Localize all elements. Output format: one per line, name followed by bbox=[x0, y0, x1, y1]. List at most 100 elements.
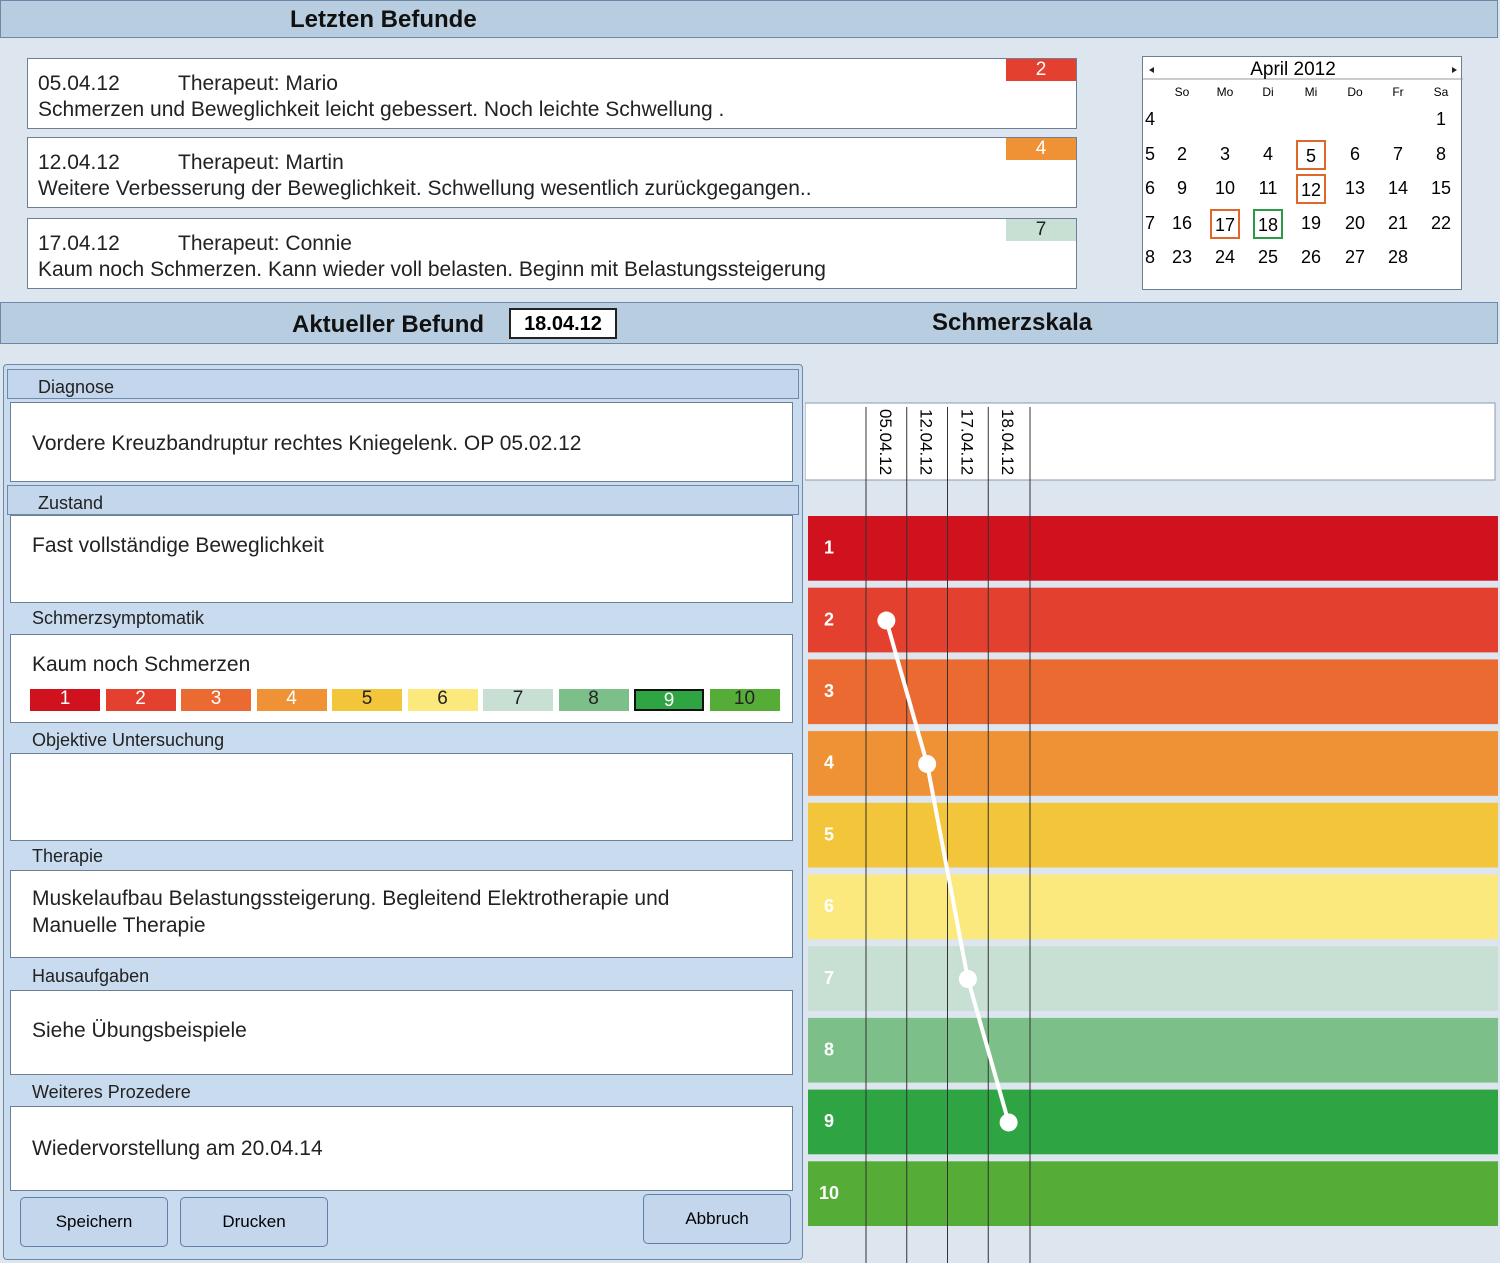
befund-date: 12.04.12 bbox=[38, 151, 120, 174]
pain-level[interactable]: 9 bbox=[634, 689, 704, 711]
pain-level[interactable]: 2 bbox=[105, 689, 176, 711]
section-box: Kaum noch Schmerzen 1 2 3 4 5 6 7 8 9 10 bbox=[10, 634, 793, 723]
befund-therapist: Therapeut: Martin bbox=[178, 151, 344, 174]
calendar-day[interactable]: 6 bbox=[1349, 143, 1360, 164]
befund-text: Schmerzen und Beweglichkeit leicht gebes… bbox=[38, 98, 725, 121]
calendar-day[interactable]: 4 bbox=[1262, 143, 1273, 164]
calendar-day[interactable]: 13 bbox=[1344, 178, 1366, 198]
calendar-arrows bbox=[1143, 67, 1463, 80]
section-box: Wiedervorstellung am 20.04.14 bbox=[10, 1106, 793, 1191]
section-label: Weiteres Prozedere bbox=[32, 1082, 191, 1102]
calendar: April 2012 So Mo Di Mi Do Fr Sa 4 1 5 2 3 4 5 6 7 8 6 9 10 11… bbox=[1142, 56, 1463, 290]
pain-level[interactable]: 3 bbox=[181, 689, 251, 711]
section-text: Fast vollständige Beweglichkeit bbox=[32, 534, 324, 557]
button[interactable]: Speichern bbox=[20, 1197, 168, 1247]
x-tick-label: 17.04.12 bbox=[957, 409, 976, 475]
calendar-title: April 2012 bbox=[1250, 59, 1336, 80]
calendar-day[interactable]: 18 bbox=[1253, 208, 1283, 239]
x-tick-label: 05.04.12 bbox=[876, 409, 895, 475]
current-date: 18.04.12 bbox=[509, 308, 617, 339]
calendar-day[interactable]: 5 bbox=[1296, 139, 1326, 170]
befund-score: 2 bbox=[1006, 59, 1076, 81]
calendar-day[interactable]: 28 bbox=[1387, 247, 1409, 267]
weekday: So bbox=[1174, 85, 1190, 99]
section-text: Muskelaufbau Belastungssteigerung. Begle… bbox=[32, 887, 670, 937]
pain-level[interactable]: 8 bbox=[558, 689, 629, 711]
calendar-day[interactable]: 23 bbox=[1171, 247, 1193, 267]
calendar-day[interactable]: 19 bbox=[1300, 212, 1322, 233]
button[interactable]: Abbruch bbox=[643, 1194, 791, 1244]
section-box: Vordere Kreuzbandruptur rechtes Kniegele… bbox=[10, 402, 793, 482]
calendar-day[interactable]: 24 bbox=[1214, 247, 1236, 267]
weekday: Mo bbox=[1216, 85, 1234, 99]
pain-band bbox=[808, 731, 1498, 796]
pain-level[interactable]: 5 bbox=[332, 689, 402, 711]
weekday: Mi bbox=[1304, 85, 1318, 99]
calendar-day[interactable]: 25 bbox=[1257, 247, 1279, 267]
calendar-day[interactable]: 21 bbox=[1387, 212, 1409, 233]
week-number: 6 bbox=[1145, 178, 1156, 198]
pain-band bbox=[808, 946, 1498, 1011]
chart-title: Schmerzskala bbox=[932, 309, 1093, 336]
current-title: Aktueller Befund bbox=[292, 311, 485, 338]
pain-level[interactable]: 10 bbox=[709, 689, 780, 711]
calendar-day[interactable]: 7 bbox=[1392, 143, 1403, 164]
chart-header bbox=[805, 402, 1496, 481]
y-tick-label: 1 bbox=[824, 538, 834, 558]
calendar-day[interactable]: 9 bbox=[1176, 178, 1187, 198]
pain-level[interactable]: 1 bbox=[30, 689, 100, 711]
y-tick-label: 5 bbox=[824, 824, 834, 844]
pain-band bbox=[808, 1017, 1498, 1083]
section-text: Siehe Übungsbeispiele bbox=[32, 1019, 247, 1042]
befund-item: 17.04.12 Therapeut: Connie Kaum noch Schme… bbox=[27, 218, 1077, 289]
section-box: Fast vollständige Beweglichkeit bbox=[10, 515, 793, 603]
x-tick-label: 18.04.12 bbox=[998, 409, 1017, 475]
calendar-day[interactable]: 20 bbox=[1344, 212, 1366, 233]
calendar-day[interactable]: 22 bbox=[1430, 212, 1452, 233]
calendar-day[interactable]: 14 bbox=[1387, 178, 1409, 198]
befund-therapist: Therapeut: Mario bbox=[178, 72, 338, 95]
section-text: Wiedervorstellung am 20.04.14 bbox=[32, 1137, 323, 1160]
calendar-day[interactable]: 17 bbox=[1210, 208, 1240, 239]
pain-level[interactable]: 6 bbox=[407, 689, 478, 711]
pain-band bbox=[808, 659, 1498, 725]
section-label: Hausaufgaben bbox=[32, 966, 150, 986]
pain-band bbox=[808, 1089, 1498, 1155]
befund-date: 17.04.12 bbox=[38, 232, 120, 255]
header-title: Letzten Befunde bbox=[290, 6, 477, 33]
calendar-day[interactable]: 2 bbox=[1176, 143, 1187, 164]
x-tick-label: 12.04.12 bbox=[917, 409, 936, 475]
week-number: 4 bbox=[1145, 109, 1156, 129]
pain-level[interactable]: 7 bbox=[483, 689, 553, 711]
section-label: Objektive Untersuchung bbox=[32, 730, 225, 750]
calendar-day[interactable]: 8 bbox=[1435, 143, 1446, 164]
calendar-day[interactable]: 11 bbox=[1258, 178, 1278, 198]
pain-point bbox=[958, 970, 977, 989]
chart: 1 2 3 4 5 6 7 8 9 10 05.04.12 12.04.12 17.04.12 18.04… bbox=[805, 402, 1498, 1263]
befund-text: Kaum noch Schmerzen. Kann wieder voll be… bbox=[38, 258, 826, 281]
calendar-day[interactable]: 26 bbox=[1300, 247, 1322, 267]
section-label: Zustand bbox=[7, 485, 799, 515]
calendar-day[interactable]: 15 bbox=[1430, 178, 1452, 198]
calendar-day[interactable]: 27 bbox=[1344, 247, 1366, 267]
pain-band bbox=[808, 802, 1498, 868]
section-box bbox=[10, 753, 793, 841]
weekday: Do bbox=[1347, 85, 1363, 99]
befund-therapist: Therapeut: Connie bbox=[178, 232, 352, 255]
calendar-day[interactable]: 3 bbox=[1219, 143, 1230, 164]
pain-band bbox=[808, 1161, 1498, 1226]
calendar-day[interactable]: 16 bbox=[1171, 212, 1193, 233]
y-tick-label: 7 bbox=[824, 968, 834, 988]
pain-line bbox=[884, 620, 1011, 1123]
pain-level[interactable]: 4 bbox=[256, 689, 327, 711]
pain-point bbox=[918, 754, 937, 773]
y-tick-label: 8 bbox=[824, 1040, 834, 1060]
week-number: 8 bbox=[1145, 247, 1156, 267]
calendar-day[interactable]: 1 bbox=[1435, 109, 1446, 129]
pain-band bbox=[808, 874, 1498, 940]
button[interactable]: Drucken bbox=[180, 1197, 328, 1247]
pain-band bbox=[808, 587, 1498, 653]
calendar-day[interactable]: 10 bbox=[1214, 178, 1236, 198]
calendar-day[interactable]: 12 bbox=[1296, 174, 1326, 204]
